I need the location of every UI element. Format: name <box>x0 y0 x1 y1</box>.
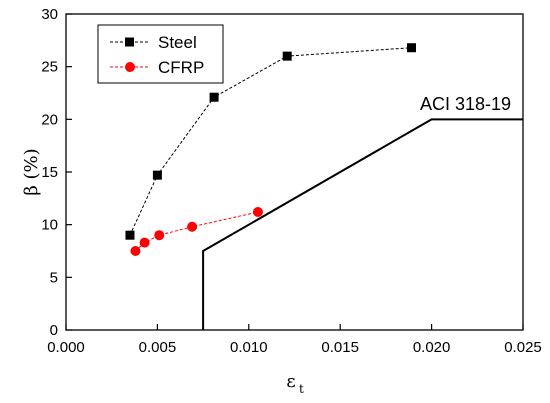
steel-point <box>406 43 416 53</box>
legend-cfrp-label: CFRP <box>158 58 204 77</box>
y-axis-label: β (%) <box>21 148 42 195</box>
legend: Steel CFRP <box>97 24 224 84</box>
x-tick-label: 0.025 <box>504 339 542 356</box>
y-tick-label: 10 <box>41 217 58 234</box>
legend-steel-label: Steel <box>158 33 197 52</box>
cfrp-point <box>154 230 165 241</box>
x-tick-label: 0.005 <box>139 339 177 356</box>
x-tick-label: 0.000 <box>47 339 85 356</box>
cfrp-point <box>252 207 263 218</box>
x-axis-label-subscript: t <box>299 382 304 396</box>
steel-point <box>152 170 162 180</box>
x-axis-label: ε t <box>286 371 304 396</box>
steel-point <box>209 92 219 102</box>
x-tick-label: 0.015 <box>321 339 359 356</box>
axis-ticks: 0.000 0.005 0.010 0.015 0.020 0.025 0 5 10 15 20 25… <box>41 6 541 356</box>
legend-steel-marker <box>125 37 134 47</box>
cfrp-point <box>187 221 198 232</box>
y-tick-label: 15 <box>41 164 58 181</box>
steel-point <box>282 51 292 61</box>
y-tick-label: 25 <box>41 59 58 76</box>
aci-limit-line <box>202 118 523 330</box>
x-tick-label: 0.010 <box>230 339 268 356</box>
x-axis-label-main: ε <box>286 371 295 392</box>
y-tick-label: 20 <box>41 111 58 128</box>
cfrp-point <box>130 246 141 256</box>
legend-cfrp-marker <box>125 62 135 72</box>
cfrp-point <box>139 237 150 248</box>
legend-box <box>97 24 224 84</box>
aci-annotation: ACI 318-19 <box>420 94 511 114</box>
steel-point <box>125 230 135 240</box>
y-tick-label: 5 <box>50 269 58 286</box>
cfrp-line <box>135 211 259 252</box>
x-tick-label: 0.020 <box>413 339 451 356</box>
series-layer <box>125 43 523 330</box>
y-tick-label: 0 <box>50 322 58 339</box>
y-tick-label: 30 <box>41 6 58 23</box>
